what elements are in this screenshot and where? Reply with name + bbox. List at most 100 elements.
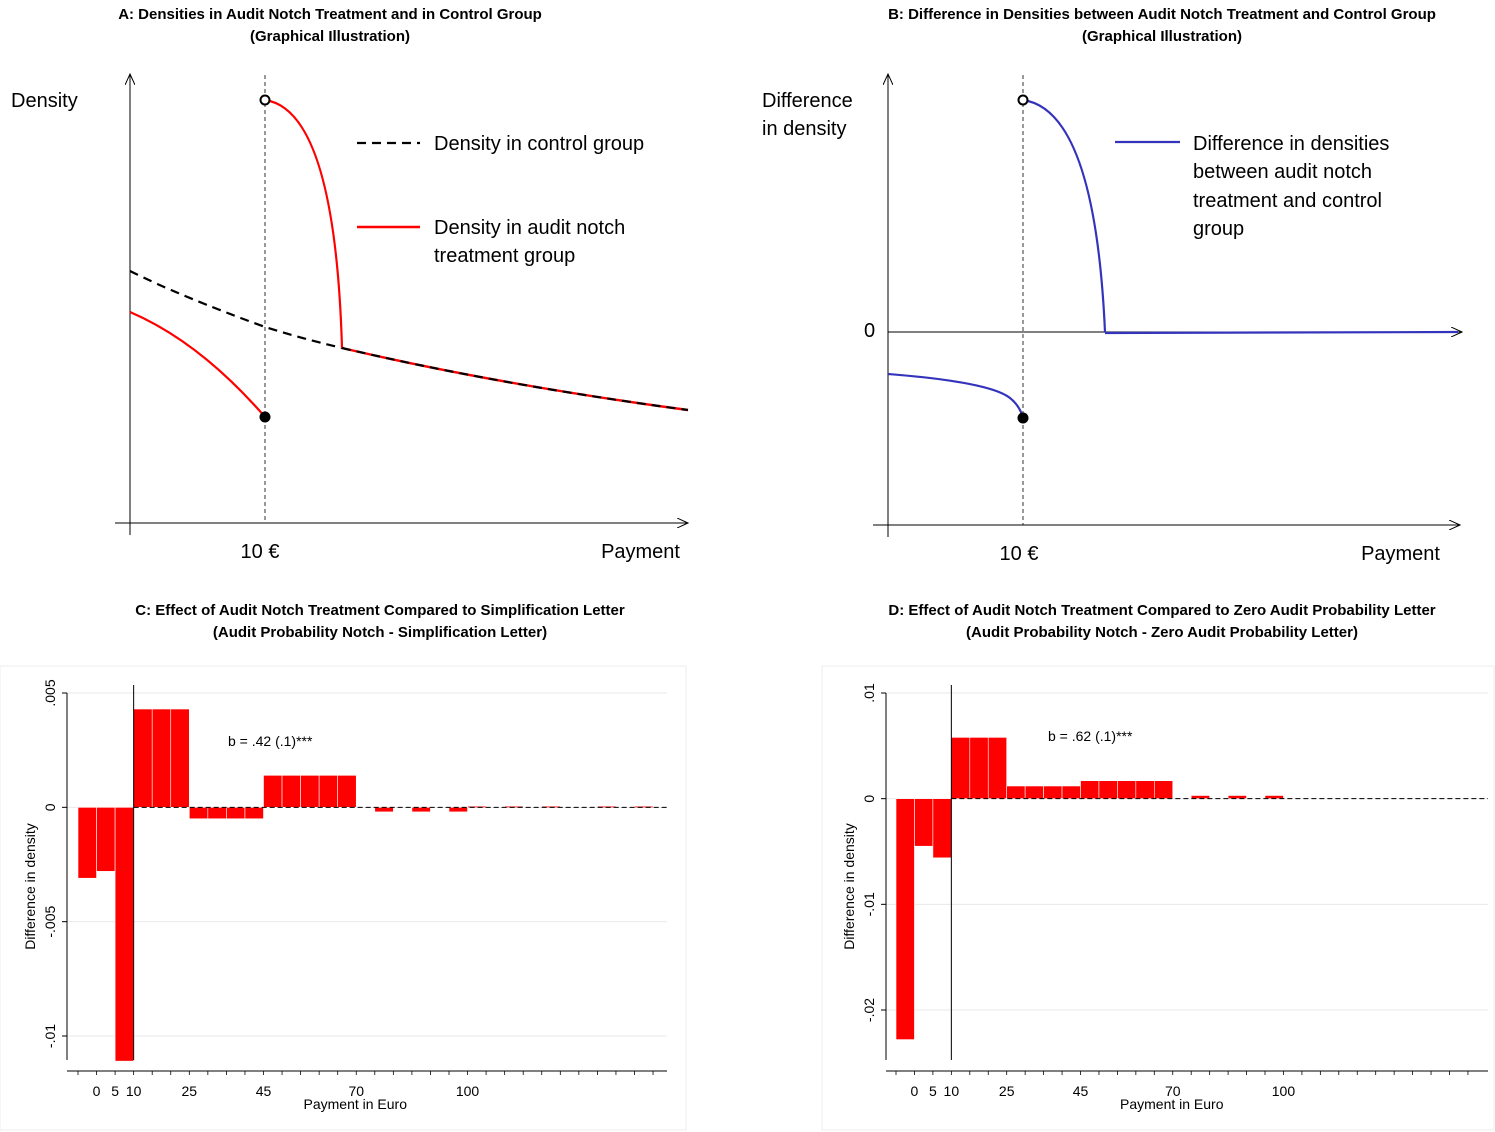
x-tick-label: 5 <box>111 1083 119 1099</box>
panel-b-y-label-1: Difference <box>762 90 853 112</box>
bar <box>170 708 190 808</box>
y-axis-label: Difference in density <box>22 823 38 950</box>
panel-b-open-point <box>1017 94 1029 106</box>
bar <box>1117 780 1137 799</box>
bar <box>151 708 172 808</box>
x-tick-label: 70 <box>348 1083 364 1099</box>
panel-a-notch-label: 10 € <box>241 541 280 563</box>
bar <box>281 775 301 808</box>
bar <box>1024 785 1044 799</box>
panel-d-title-line2: (Audit Probability Notch - Zero Audit Pr… <box>966 624 1358 641</box>
panel-a-title-line2: (Graphical Illustration) <box>249 28 411 45</box>
x-tick-label: 100 <box>456 1083 480 1099</box>
panel-b-title-line1: B: Difference in Densities between Audit… <box>888 6 1436 23</box>
coefficient-annotation: b = .42 (.1)*** <box>228 733 313 749</box>
panel-c-title-line1: C: Effect of Audit Notch Treatment Compa… <box>135 602 625 619</box>
panel-a-x-label: Payment <box>601 541 680 563</box>
panel-b-zero-label: 0 <box>864 320 875 342</box>
y-tick-label: 0 <box>861 795 877 803</box>
x-tick-label: 5 <box>929 1083 937 1099</box>
bar <box>969 737 989 799</box>
bar <box>914 798 934 847</box>
bar <box>951 737 971 799</box>
panel-a: Density 10 € Payment Density in control … <box>11 74 688 563</box>
bar <box>448 807 468 813</box>
x-tick-label: 25 <box>999 1083 1015 1099</box>
panel-b-legend-label-2: between audit notch <box>1193 161 1372 183</box>
panel-d-title-line1: D: Effect of Audit Notch Treatment Compa… <box>888 602 1436 619</box>
x-tick-label: 0 <box>911 1083 919 1099</box>
x-axis-label: Payment in Euro <box>304 1096 408 1112</box>
bar <box>337 775 357 808</box>
bar <box>96 807 116 872</box>
bar <box>1061 785 1081 799</box>
panel-d-frame <box>821 665 1495 1131</box>
y-tick-label: -.01 <box>42 1024 58 1048</box>
panel-a-open-point <box>259 94 271 106</box>
panel-a-y-label: Density <box>11 90 78 112</box>
x-tick-label: 0 <box>93 1083 101 1099</box>
bar <box>1006 785 1026 799</box>
panel-c-frame <box>0 665 687 1131</box>
panel-a-control-density-tail <box>341 346 689 412</box>
panel-b-legend-label-3: treatment and control <box>1193 190 1382 212</box>
y-tick-label: -.005 <box>42 906 58 938</box>
y-tick-label: .005 <box>42 679 58 706</box>
panel-b-title-line2: (Graphical Illustration) <box>1081 28 1243 45</box>
panel-c-title: C: Effect of Audit Notch Treatment Compa… <box>60 600 700 644</box>
x-tick-label: 45 <box>1073 1083 1089 1099</box>
y-tick-label: .01 <box>861 683 877 703</box>
bar <box>263 775 283 808</box>
bar <box>133 708 153 808</box>
bar <box>374 807 394 813</box>
x-tick-label: 45 <box>256 1083 272 1099</box>
bar <box>1098 780 1118 799</box>
panel-d-title: D: Effect of Audit Notch Treatment Compa… <box>832 600 1492 644</box>
panel-b-filled-point <box>1017 412 1029 424</box>
x-axis-label: Payment in Euro <box>1120 1096 1224 1112</box>
bar <box>1227 795 1247 799</box>
bar <box>1080 780 1100 799</box>
panel-b-y-label-2: in density <box>762 118 847 140</box>
bar <box>244 807 264 820</box>
bar <box>226 807 246 820</box>
panel-a-legend-treatment-label-1: Density in audit notch <box>434 217 625 239</box>
panel-b-notch-label: 10 € <box>1000 543 1039 565</box>
panel-a-filled-point <box>259 411 271 423</box>
bar <box>114 807 134 1062</box>
bar <box>300 775 320 808</box>
panel-a-legend-control-label: Density in control group <box>434 133 644 155</box>
bar <box>207 807 227 820</box>
panel-b: Difference in density 0 10 € Payment Dif… <box>762 74 1462 565</box>
y-tick-label: -.02 <box>861 998 877 1022</box>
panel-b-title: B: Difference in Densities between Audit… <box>832 4 1492 48</box>
panel-b-x-label: Payment <box>1361 543 1440 565</box>
panel-b-legend-label-4: group <box>1193 218 1244 240</box>
bar <box>932 798 952 859</box>
x-tick-label: 10 <box>944 1083 960 1099</box>
x-tick-label: 25 <box>182 1083 198 1099</box>
bar <box>411 807 431 813</box>
panel-a-control-density-curve <box>129 270 343 350</box>
bar <box>1043 785 1063 799</box>
panel-a-title: A: Densities in Audit Notch Treatment an… <box>70 4 590 48</box>
bar <box>1135 780 1155 799</box>
coefficient-annotation: b = .62 (.1)*** <box>1048 728 1133 744</box>
bar <box>895 798 915 1040</box>
y-tick-label: 0 <box>42 803 58 811</box>
panel-b-difference-above <box>1022 98 1107 333</box>
panel-a-title-line1: A: Densities in Audit Notch Treatment an… <box>118 6 542 23</box>
panel-a-legend-treatment-label-2: treatment group <box>434 245 575 267</box>
x-tick-label: 10 <box>126 1083 142 1099</box>
x-tick-label: 70 <box>1165 1083 1181 1099</box>
panel-b-difference-tail <box>1104 330 1459 335</box>
bar <box>318 775 338 808</box>
y-tick-label: -.01 <box>861 892 877 916</box>
panel-b-legend-label-1: Difference in densities <box>1193 133 1389 155</box>
panel-b-difference-below <box>887 372 1025 419</box>
y-axis-label: Difference in density <box>841 823 857 950</box>
panel-a-treatment-density-above <box>264 98 344 349</box>
